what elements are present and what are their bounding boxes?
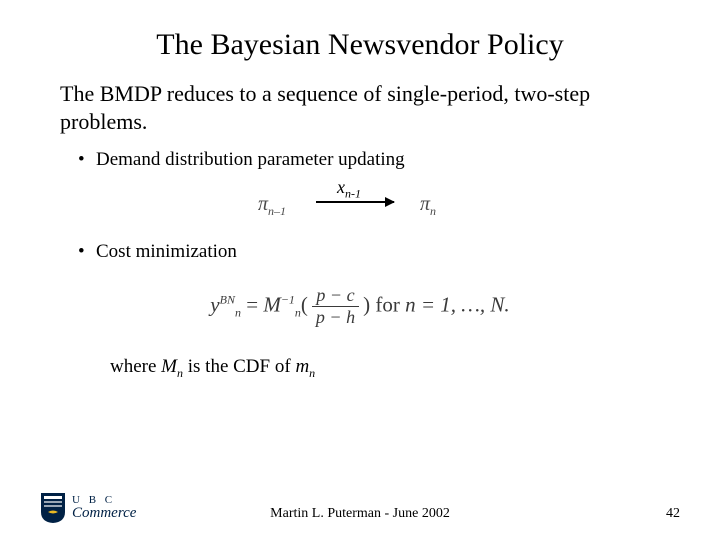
logo-text: U B C Commerce — [72, 495, 136, 521]
bullet-2: Cost minimization — [78, 241, 680, 263]
where-m: m — [295, 356, 309, 377]
update-diagram: πn–1 xn-1 πn — [40, 183, 680, 223]
eq-frac-num: p − c — [312, 285, 359, 307]
eq-equals: = — [241, 292, 263, 316]
x-sub: n-1 — [345, 187, 361, 201]
eq-M-sup: −1 — [281, 292, 295, 306]
pi-n-minus-1: πn–1 — [258, 193, 286, 219]
pi-symbol-right: π — [420, 193, 430, 215]
cost-equation: yBNn = M−1n(p − cp − h) for n = 1, …, N. — [40, 285, 680, 328]
eq-range: n = 1, …, N. — [405, 292, 510, 316]
ubc-crest-icon — [40, 492, 66, 524]
eq-lparen: ( — [301, 292, 308, 316]
pi-right-sub: n — [430, 204, 436, 218]
x-base: x — [337, 177, 345, 197]
eq-fraction: p − cp − h — [312, 285, 359, 328]
eq-y-sup: BN — [220, 292, 235, 306]
eq-y: y — [210, 292, 219, 316]
pi-left-sub: n–1 — [268, 204, 286, 218]
where-mid: is the CDF of — [183, 356, 295, 377]
arrow-icon — [316, 201, 394, 203]
slide: The Bayesian Newsvendor Policy The BMDP … — [0, 0, 720, 540]
pi-n: πn — [420, 193, 436, 219]
bullet-list: Demand distribution parameter updating — [78, 149, 680, 171]
eq-M: M — [263, 292, 281, 316]
bullet-1: Demand distribution parameter updating — [78, 149, 680, 171]
bullet-list-2: Cost minimization — [78, 241, 680, 263]
intro-text: The BMDP reduces to a sequence of single… — [48, 80, 672, 135]
eq-for: for — [370, 292, 405, 316]
page-number: 42 — [666, 506, 680, 522]
ubc-logo: U B C Commerce — [40, 492, 136, 524]
where-clause: where Mn is the CDF of mn — [110, 356, 680, 381]
footer: U B C Commerce Martin L. Puterman - June… — [0, 484, 720, 524]
where-prefix: where — [110, 356, 161, 377]
where-M: M — [161, 356, 177, 377]
arrow-label: xn-1 — [337, 177, 361, 202]
where-m-sub: n — [309, 366, 315, 380]
slide-title: The Bayesian Newsvendor Policy — [40, 28, 680, 62]
eq-frac-den: p − h — [312, 307, 359, 328]
pi-symbol: π — [258, 193, 268, 215]
footer-author: Martin L. Puterman - June 2002 — [270, 506, 450, 522]
logo-commerce: Commerce — [72, 506, 136, 521]
